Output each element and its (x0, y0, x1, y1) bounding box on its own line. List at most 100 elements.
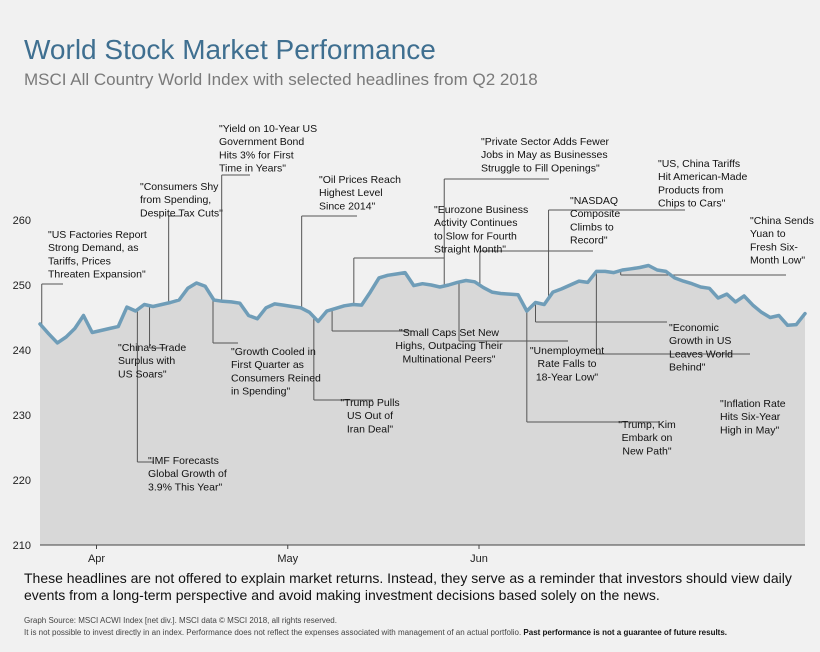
x-tick-label: Apr (88, 553, 105, 565)
headline-line: Jobs in May as Businesses (481, 149, 608, 161)
headline-line: "Eurozone Business (434, 204, 528, 216)
headline-line: Straight Month" (434, 244, 506, 256)
headline-line: "China's Trade (118, 342, 186, 354)
headline-annotation: "IMF Forecasts Global Growth of 3.9% This … (148, 455, 227, 493)
headline-text: "China's Trade Surplus with US Soars" (118, 342, 186, 380)
headline-annotation: "China Sends Yuan to Fresh Six- Month Low" (750, 215, 814, 267)
headline-line: Activity Continues (434, 217, 517, 229)
headline-line: New Path" (622, 445, 672, 457)
headline-line: "Unemployment (530, 345, 604, 357)
headline-line: Hits Six-Year (720, 411, 781, 423)
headline-text: "Small Caps Set New Highs, Outpacing Thei… (395, 327, 503, 365)
note-bold: Past performance is not a guarantee of f… (523, 628, 728, 637)
headline-line: "Trump Pulls (340, 397, 399, 409)
headline-line: Month Low" (750, 255, 805, 267)
headline-annotation: "Small Caps Set New Highs, Outpacing Thei… (395, 327, 503, 365)
headline-leaders (41, 174, 786, 463)
headline-line: Highs, Outpacing Their (395, 340, 503, 352)
headline-line: 3.9% This Year" (148, 481, 222, 493)
headline-text: "Consumers Shy from Spending, Despite Tax … (140, 181, 223, 219)
headline-line: Composite (570, 208, 620, 220)
chart-title: World Stock Market Performance (24, 34, 436, 65)
headline-line: Threaten Expansion" (48, 269, 146, 281)
stock-chart: 210 220 230 240 250 260 Apr May Jun "US Factori… (13, 123, 814, 565)
headline-line: Struggle to Fill Openings" (481, 162, 600, 174)
headline-line: Record" (570, 235, 608, 247)
headline-text: "Unemployment Rate Falls to 18-Year Low" (530, 345, 604, 383)
headline-line: Government Bond (219, 136, 304, 148)
headline-line: to Slow for Fourth (434, 230, 517, 242)
y-tick-label: 260 (13, 215, 31, 227)
headline-line: Multinational Peers" (402, 353, 495, 365)
headline-annotation: "Consumers Shy from Spending, Despite Tax … (140, 181, 223, 219)
headline-line: Surplus with (118, 355, 175, 367)
headline-text: "Eurozone Business Activity Continues to S… (434, 204, 528, 256)
headline-text: "Yield on 10-Year US Government Bond Hits … (219, 123, 317, 175)
headline-annotation: "Yield on 10-Year US Government Bond Hits … (219, 123, 317, 175)
headline-line: Behind" (669, 362, 706, 374)
headline-text: "Private Sector Adds Fewer Jobs in May as… (481, 136, 610, 174)
headline-annotation: "Private Sector Adds Fewer Jobs in May as… (481, 136, 610, 174)
headline-annotation: "China's Trade Surplus with US Soars" (118, 342, 186, 380)
headline-line: Products from (658, 184, 724, 196)
headline-line: Embark on (622, 432, 673, 444)
headline-line: Hit American-Made (658, 171, 747, 183)
headline-annotations: "US Factories Report Strong Demand, as Tar… (48, 123, 814, 493)
headline-line: "Consumers Shy (140, 181, 219, 193)
headline-text: "IMF Forecasts Global Growth of 3.9% This … (148, 455, 227, 493)
headline-text: "Oil Prices Reach Highest Level Since 2014… (319, 174, 401, 212)
headline-annotation: "Trump Pulls US Out of Iran Deal" (340, 397, 399, 435)
headline-line: Chips to Cars" (658, 198, 726, 210)
headline-line: "US, China Tariffs (658, 158, 740, 170)
headline-annotation: "US Factories Report Strong Demand, as Tar… (48, 229, 147, 281)
headline-line: US Soars" (118, 368, 167, 380)
x-axis-ticks: Apr May Jun (88, 545, 488, 565)
headline-annotation: "US, China Tariffs Hit American-Made Produ… (658, 158, 747, 210)
y-tick-label: 240 (13, 345, 31, 357)
headline-line: Growth in US (669, 335, 731, 347)
y-tick-label: 210 (13, 540, 31, 552)
headline-line: Time in Years" (219, 163, 286, 175)
headline-line: from Spending, (140, 194, 211, 206)
headline-line: Consumers Reined (231, 372, 321, 384)
headline-line: 18-Year Low" (536, 371, 599, 383)
headline-text: "Growth Cooled in First Quarter as Consume… (231, 346, 321, 398)
y-tick-label: 230 (13, 410, 31, 422)
headline-annotation: "Unemployment Rate Falls to 18-Year Low" (530, 345, 604, 383)
headline-text: "NASDAQ Composite Climbs to Record" (570, 195, 620, 247)
headline-line: Yuan to (750, 228, 786, 240)
note-regular: It is not possible to invest directly in… (24, 628, 522, 637)
headline-line: Leaves World (669, 348, 733, 360)
headline-text: "China Sends Yuan to Fresh Six- Month Low" (750, 215, 814, 267)
headline-line: Tariffs, Prices (48, 255, 111, 267)
x-tick-label: May (277, 553, 298, 565)
headline-line: Since 2014" (319, 200, 376, 212)
headline-line: Rate Falls to (538, 358, 597, 370)
series-line (38, 263, 807, 345)
headline-line: Highest Level (319, 187, 383, 199)
headline-line: "Trump, Kim (618, 419, 676, 431)
headline-text: "US Factories Report Strong Demand, as Tar… (48, 229, 147, 281)
headline-line: in Spending" (231, 386, 290, 398)
headline-annotation: "Trump, Kim Embark on New Path" (618, 419, 676, 457)
headline-line: Hits 3% for First (219, 149, 294, 161)
area-fill (40, 265, 805, 545)
headline-line: "Private Sector Adds Fewer (481, 136, 610, 148)
y-tick-label: 220 (13, 475, 31, 487)
headline-line: Despite Tax Cuts" (140, 207, 223, 219)
headline-text: "US, China Tariffs Hit American-Made Produ… (658, 158, 747, 210)
headline-line: "Growth Cooled in (231, 346, 316, 358)
headline-line: Climbs to (570, 221, 614, 233)
headline-line: Global Growth of (148, 468, 227, 480)
graph-source: Graph Source: MSCI ACWI Index [net div.]… (24, 616, 337, 625)
performance-note: It is not possible to invest directly in… (24, 628, 727, 637)
headline-text: "Inflation Rate Hits Six-Year High in May" (720, 398, 786, 436)
chart-subtitle: MSCI All Country World Index with select… (24, 70, 538, 89)
headline-annotation: "Oil Prices Reach Highest Level Since 2014… (319, 174, 401, 212)
headline-annotation: "Economic Growth in US Leaves World Behind" (669, 322, 733, 374)
headline-line: "Yield on 10-Year US (219, 123, 317, 135)
headline-annotation: "Eurozone Business Activity Continues to S… (434, 204, 528, 256)
headline-line: First Quarter as (231, 359, 304, 371)
headline-text: "Trump Pulls US Out of Iran Deal" (340, 397, 399, 435)
headline-annotation: "Inflation Rate Hits Six-Year High in May" (720, 398, 786, 436)
